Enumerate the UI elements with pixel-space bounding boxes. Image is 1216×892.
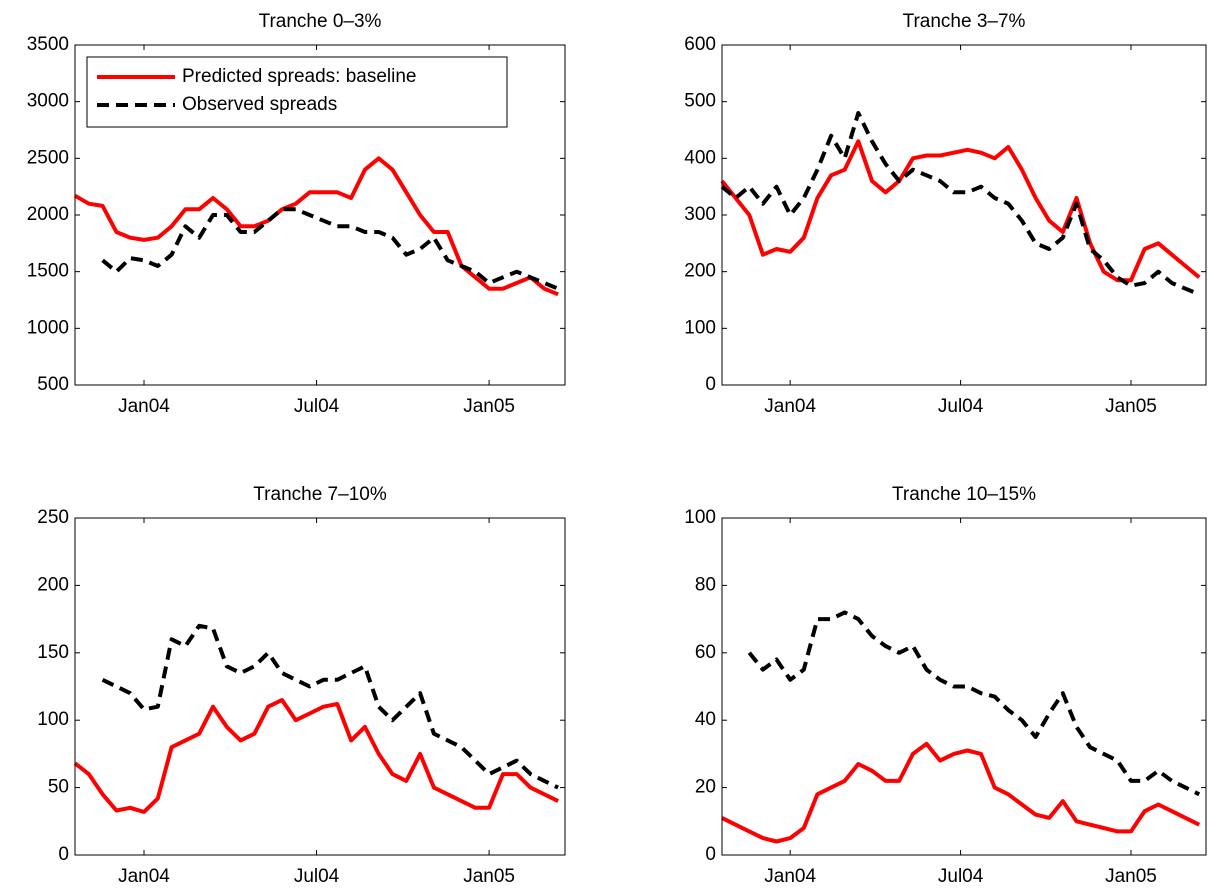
- plot-frame: [74, 44, 566, 386]
- y-tick-label: 1500: [27, 261, 69, 282]
- x-tick-label: Jan05: [1105, 396, 1157, 417]
- x-tick-label: Jul04: [938, 866, 984, 887]
- y-tick-label: 250: [37, 507, 69, 528]
- y-tick-label: 3500: [27, 34, 69, 55]
- chart-title: Tranche 3–7%: [903, 11, 1026, 32]
- chart-title: Tranche 0–3%: [259, 11, 382, 32]
- y-tick-label: 0: [705, 374, 716, 395]
- y-tick-label: 0: [705, 844, 716, 865]
- x-tick-label: Jan05: [463, 396, 515, 417]
- y-tick-label: 100: [684, 317, 716, 338]
- y-tick-label: 80: [695, 574, 716, 595]
- plot-frame: [721, 517, 1207, 856]
- chart-title: Tranche 7–10%: [253, 484, 387, 505]
- x-tick-label: Jan04: [118, 866, 170, 887]
- y-tick-label: 600: [684, 34, 716, 55]
- x-tick-label: Jul04: [294, 866, 340, 887]
- x-tick-label: Jan04: [764, 866, 816, 887]
- y-tick-label: 100: [684, 507, 716, 528]
- y-tick-label: 200: [37, 574, 69, 595]
- y-tick-label: 400: [684, 147, 716, 168]
- y-tick-label: 300: [684, 204, 716, 225]
- series-line: [101, 207, 559, 291]
- x-tick-label: Jan04: [118, 396, 170, 417]
- x-tick-label: Jan05: [1105, 866, 1157, 887]
- series-line: [101, 623, 559, 790]
- y-tick-label: 150: [37, 642, 69, 663]
- legend-label: Predicted spreads: baseline: [182, 66, 416, 87]
- series-line: [747, 610, 1201, 797]
- y-tick-label: 2500: [27, 147, 69, 168]
- y-tick-label: 1000: [27, 317, 69, 338]
- x-tick-label: Jul04: [938, 396, 984, 417]
- plot-frame: [74, 517, 566, 856]
- y-tick-label: 200: [684, 261, 716, 282]
- series-line: [73, 156, 559, 297]
- legend-label: Observed spreads: [182, 94, 337, 115]
- y-tick-label: 50: [48, 777, 69, 798]
- x-tick-label: Jul04: [294, 396, 340, 417]
- y-tick-label: 60: [695, 642, 716, 663]
- y-tick-label: 500: [684, 91, 716, 112]
- plot-frame: [721, 44, 1207, 386]
- series-line: [73, 698, 559, 814]
- y-tick-label: 0: [58, 844, 69, 865]
- y-tick-label: 40: [695, 709, 716, 730]
- legend-box: [86, 56, 508, 128]
- series-line: [720, 111, 1200, 297]
- y-tick-label: 100: [37, 709, 69, 730]
- x-tick-label: Jan04: [764, 396, 816, 417]
- y-tick-label: 500: [37, 374, 69, 395]
- y-tick-label: 3000: [27, 91, 69, 112]
- y-tick-label: 20: [695, 777, 716, 798]
- x-tick-label: Jan05: [463, 866, 515, 887]
- y-tick-label: 2000: [27, 204, 69, 225]
- series-line: [721, 741, 1201, 844]
- chart-title: Tranche 10–15%: [892, 484, 1036, 505]
